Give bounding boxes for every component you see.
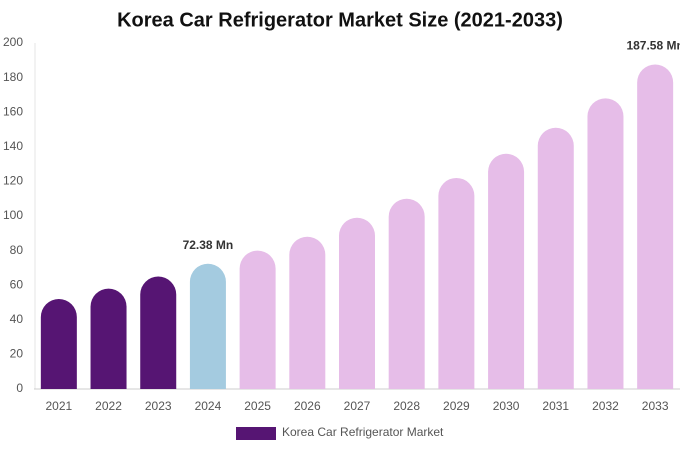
x-tick-label: 2033 <box>642 399 669 413</box>
x-tick-label: 2031 <box>542 399 569 413</box>
x-tick-label: 2028 <box>393 399 420 413</box>
y-tick-label: 120 <box>3 174 23 188</box>
x-tick-label: 2021 <box>45 399 72 413</box>
bar <box>90 288 127 389</box>
y-tick-label: 140 <box>3 139 23 153</box>
x-tick-label: 2025 <box>244 399 271 413</box>
x-tick-label: 2027 <box>344 399 371 413</box>
legend-label: Korea Car Refrigerator Market <box>282 425 444 439</box>
chart-title: Korea Car Refrigerator Market Size (2021… <box>117 9 563 31</box>
y-tick-label: 80 <box>10 243 24 257</box>
x-tick-label: 2023 <box>145 399 172 413</box>
bar <box>537 127 574 389</box>
x-tick-label: 2032 <box>592 399 619 413</box>
y-tick-label: 0 <box>16 381 23 395</box>
bar <box>40 299 77 389</box>
y-tick-label: 180 <box>3 70 23 84</box>
bar <box>239 250 276 389</box>
y-tick-label: 100 <box>3 208 23 222</box>
x-tick-label: 2030 <box>493 399 520 413</box>
y-tick-label: 20 <box>10 347 24 361</box>
y-tick-label: 200 <box>3 35 23 49</box>
bar <box>289 236 326 389</box>
data-label: 72.38 Mn <box>183 238 234 252</box>
legend-swatch <box>236 427 276 440</box>
data-label: 187.58 Mn <box>626 39 680 53</box>
x-tick-label: 2026 <box>294 399 321 413</box>
bar <box>438 177 475 389</box>
bar <box>637 64 674 389</box>
bar <box>189 263 226 389</box>
bar <box>140 276 177 389</box>
bar <box>488 153 525 389</box>
bar <box>339 217 375 389</box>
x-tick-label: 2029 <box>443 399 470 413</box>
bar <box>388 198 425 389</box>
y-tick-label: 160 <box>3 104 23 118</box>
y-tick-label: 60 <box>10 277 24 291</box>
x-tick-label: 2024 <box>195 399 222 413</box>
x-tick-label: 2022 <box>95 399 122 413</box>
y-tick-label: 40 <box>10 312 24 326</box>
bar <box>587 98 624 390</box>
